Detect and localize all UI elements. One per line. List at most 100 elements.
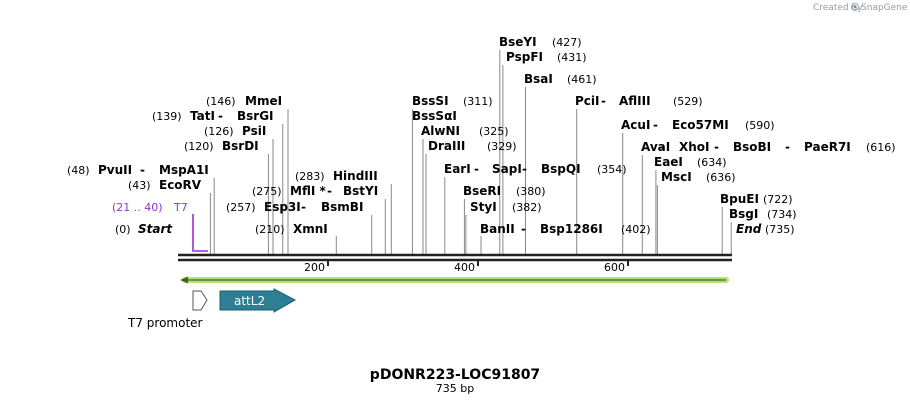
enzyme-label-esp3i[interactable]: (257) Esp3I - BsmBI [226,200,363,214]
tick-label-200: 200 [304,261,325,274]
enzyme-label-bsgi[interactable]: BsgI (734) [729,207,797,221]
t7-primer-label[interactable]: (21 .. 40) T7 [112,201,188,214]
credit-text: Created by [813,3,863,13]
svg-text:BsrGI: BsrGI [237,109,274,123]
svg-text:BsgI: BsgI [729,207,758,221]
svg-text:-: - [218,109,223,123]
svg-text:-: - [327,184,332,198]
svg-text:EcoRV: EcoRV [159,178,202,192]
enzyme-label-bssshi-alpha[interactable]: BssSαI [412,109,457,123]
attl2-feature[interactable]: attL2 [219,288,297,313]
enzyme-label-xmni[interactable]: (210) XmnI [255,222,328,236]
enzyme-label-mmei[interactable]: (146) MmeI [206,94,282,108]
svg-text:-: - [714,140,719,154]
svg-text:MmeI: MmeI [245,94,282,108]
cut-site-lines [209,50,732,254]
svg-text:(120): (120) [184,140,214,153]
svg-text:(722): (722) [763,193,793,206]
svg-text:MflI *: MflI * [290,184,326,198]
t7-promoter-feature[interactable] [192,290,208,311]
sequence-backbone [178,253,732,262]
svg-text:(48): (48) [67,164,90,177]
svg-text:DraIII: DraIII [428,139,465,153]
enzyme-label-pspfi[interactable]: PspFI (431) [506,50,587,64]
reverse-strand-arrow[interactable] [180,276,729,284]
svg-text:(431): (431) [557,51,587,64]
svg-text:XhoI: XhoI [679,140,710,154]
svg-text:(210): (210) [255,223,285,236]
svg-text:-: - [601,94,606,108]
map-title: pDONR223-LOC91807 [370,367,540,383]
enzyme-label-avai[interactable]: AvaI - XhoI - BsoBI - PaeR7I (616) [641,140,896,154]
svg-text:(257): (257) [226,201,256,214]
svg-text:(634): (634) [697,156,727,169]
svg-text:(461): (461) [567,73,597,86]
svg-text:BseYI: BseYI [499,35,537,49]
svg-text:(283): (283) [295,170,325,183]
enzyme-label-hindiii[interactable]: (283) HindIII [295,169,378,183]
enzyme-label-mfli[interactable]: (275) MflI * - BstYI [252,184,378,198]
svg-text:(21 .. 40): (21 .. 40) [112,201,163,214]
svg-text:BsrDI: BsrDI [222,139,259,153]
enzyme-label-pcii[interactable]: PciI - AflIII (529) [575,94,703,108]
svg-text:PvuII: PvuII [98,163,132,177]
svg-text:(734): (734) [767,208,797,221]
svg-text:BsmBI: BsmBI [321,200,363,214]
svg-text:-: - [301,200,306,214]
svg-text:MspA1I: MspA1I [159,163,209,177]
enzyme-label-start[interactable]: (0) Start [115,222,173,236]
enzyme-label-ecorv[interactable]: (43) EcoRV [128,178,202,192]
svg-text:-: - [660,140,665,154]
enzyme-label-pvuii[interactable]: (48) PvuII - MspA1I [67,163,209,177]
tick-label-400: 400 [454,261,475,274]
svg-text:(275): (275) [252,185,282,198]
svg-text:BspQI: BspQI [541,162,581,176]
svg-text:(529): (529) [673,95,703,108]
enzyme-label-alwni[interactable]: AlwNI (325) [421,124,509,138]
map-length: 735 bp [436,382,474,395]
enzyme-label-psii[interactable]: (126) PsiI [204,124,266,138]
svg-text:T7: T7 [173,201,188,214]
enzyme-label-bseyi[interactable]: BseYI (427) [499,35,582,49]
enzyme-label-eaei[interactable]: EaeI (634) [654,155,727,169]
enzyme-label-bpuei[interactable]: BpuEI (722) [720,192,793,206]
svg-text:AvaI: AvaI [641,140,670,154]
svg-text:SapI: SapI [492,162,522,176]
svg-text:Bsp1286I: Bsp1286I [540,222,603,236]
svg-text:-: - [522,162,527,176]
svg-text:(380): (380) [516,185,546,198]
svg-text:PaeR7I: PaeR7I [804,140,851,154]
svg-text:(382): (382) [512,201,542,214]
enzyme-label-bsrdi[interactable]: (120) BsrDI [184,139,259,153]
enzyme-label-end[interactable]: End (735) [736,222,795,236]
svg-text:BanII: BanII [480,222,515,236]
svg-text:(311): (311) [463,95,493,108]
enzyme-label-styi[interactable]: StyI (382) [470,200,542,214]
svg-text:(146): (146) [206,95,236,108]
svg-text:(325): (325) [479,125,509,138]
enzyme-label-bsai[interactable]: BsaI (461) [524,72,597,86]
enzyme-label-tati[interactable]: (139) TatI - BsrGI [152,109,274,123]
svg-text:-: - [653,118,658,132]
t7-primer-mark[interactable] [192,214,208,252]
svg-text:PspFI: PspFI [506,50,543,64]
svg-text:BsaI: BsaI [524,72,553,86]
svg-text:MscI: MscI [661,170,692,184]
svg-text:EarI: EarI [444,162,471,176]
svg-text:Esp3I: Esp3I [264,200,301,214]
enzyme-label-acui[interactable]: AcuI - Eco57MI (590) [621,118,775,132]
enzyme-label-banii[interactable]: BanII - Bsp1286I (402) [480,222,651,236]
svg-text:(139): (139) [152,110,182,123]
svg-text:(735): (735) [765,223,795,236]
enzyme-label-bseri[interactable]: BseRI (380) [463,184,546,198]
enzyme-label-msci[interactable]: MscI (636) [661,170,736,184]
svg-text:Eco57MI: Eco57MI [672,118,729,132]
svg-text:(0): (0) [115,223,131,236]
svg-text:BssSαI: BssSαI [412,109,457,123]
enzyme-label-draiii[interactable]: DraIII (329) [428,139,517,153]
snapgene-logo-icon [850,2,860,12]
enzyme-labels: (0) Start (48) PvuII - MspA1I (43) EcoRV… [67,35,896,236]
enzyme-label-eari[interactable]: EarI - SapI - BspQI (354) [444,162,627,176]
enzyme-label-bsssi[interactable]: BssSI (311) [412,94,493,108]
credit-brand: SnapGene [861,3,908,13]
